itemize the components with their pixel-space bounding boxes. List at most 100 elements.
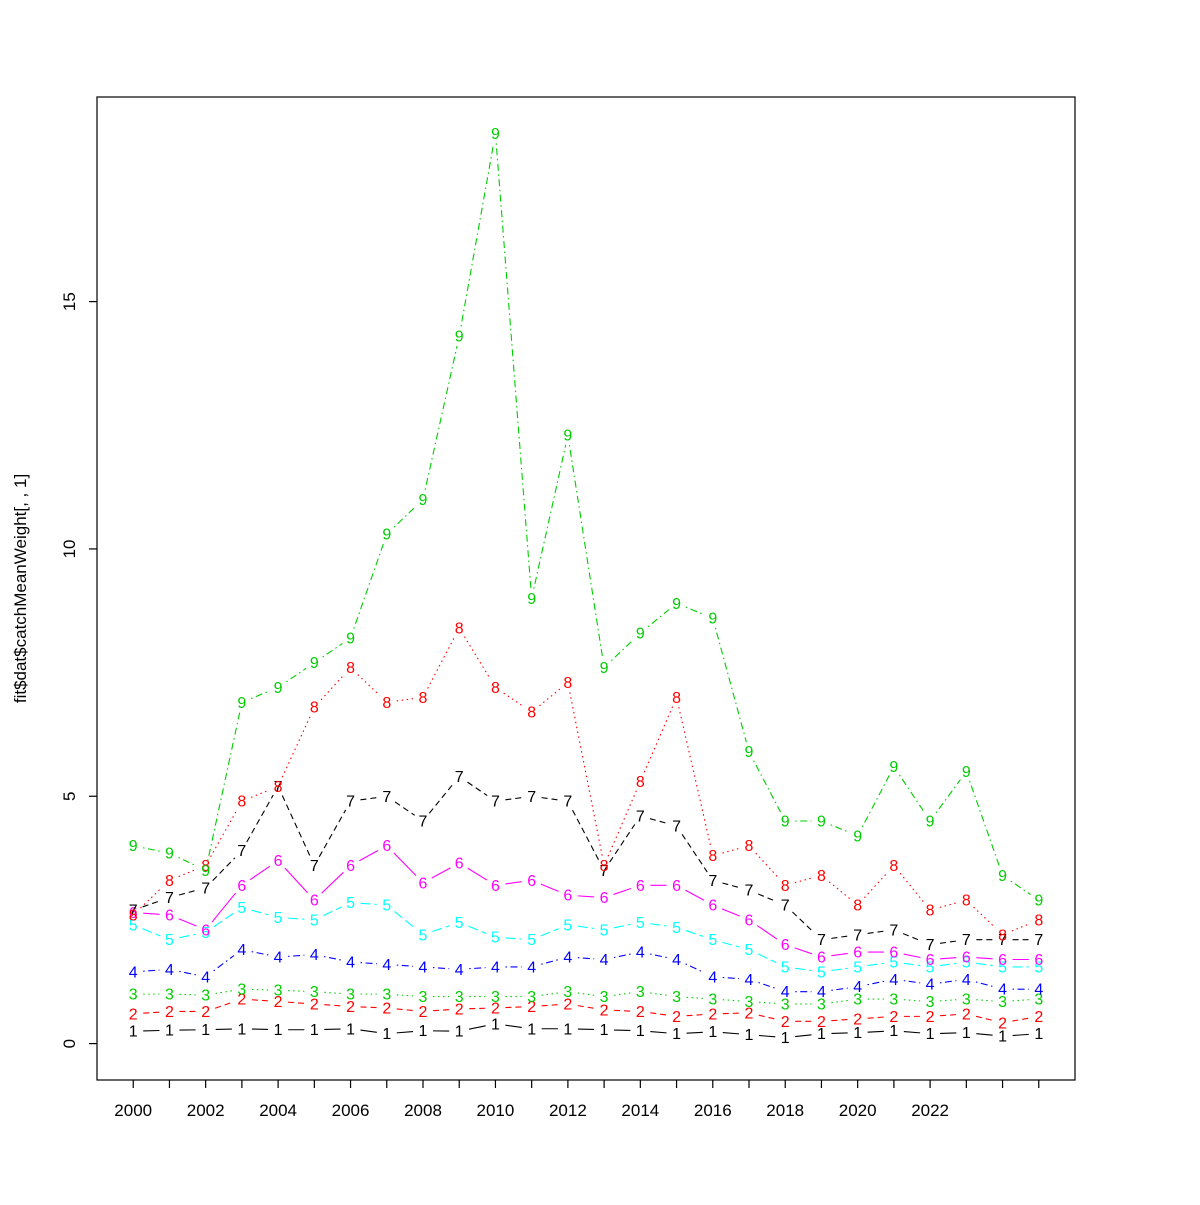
series-line-segment (758, 894, 776, 901)
x-tick-label: 2018 (766, 1101, 804, 1120)
series-line-segment (208, 712, 240, 861)
series-line-segment (970, 781, 1000, 866)
series-line-segment (686, 964, 704, 973)
series-line-segment (903, 934, 921, 941)
point-label: 8 (926, 903, 935, 920)
point-label: 6 (636, 878, 645, 895)
x-tick-label: 2022 (911, 1101, 949, 1120)
series-line-segment (252, 1000, 268, 1001)
series-line-segment (940, 958, 956, 959)
point-label: 6 (274, 853, 283, 870)
point-label: 5 (455, 915, 464, 932)
point-label: 3 (237, 982, 246, 999)
point-label: 4 (962, 972, 971, 989)
series-line-segment (534, 445, 566, 589)
point-label: 7 (962, 932, 971, 949)
point-label: 8 (636, 774, 645, 791)
point-label: 1 (455, 1024, 464, 1041)
point-label: 7 (455, 769, 464, 786)
series-line-segment (868, 931, 884, 933)
point-label: 8 (491, 680, 500, 697)
series-line-segment (394, 853, 416, 876)
series-line-segment (282, 795, 310, 856)
point-label: 5 (382, 898, 391, 915)
point-label: 8 (745, 838, 754, 855)
series-line-segment (397, 995, 413, 996)
series-line-segment (687, 997, 703, 998)
series-line-segment (467, 782, 487, 795)
point-label: 7 (1034, 932, 1043, 949)
series-line-segment (541, 884, 559, 891)
x-tick-label: 2014 (621, 1101, 659, 1120)
point-label: 4 (600, 952, 609, 969)
series-line-segment (570, 692, 602, 855)
series-line-segment (143, 913, 159, 914)
point-label: 2 (1034, 1009, 1043, 1026)
series-line-segment (496, 143, 531, 588)
point-label: 6 (926, 952, 935, 969)
series-line-segment (976, 958, 992, 959)
series-line-segment (867, 981, 884, 984)
series-line-segment (354, 544, 384, 629)
point-label: 9 (201, 863, 210, 880)
series-line-segment (214, 956, 234, 971)
point-label: 8 (889, 858, 898, 875)
series-line-segment (469, 1026, 486, 1029)
series-line-segment (831, 968, 847, 970)
point-label: 9 (491, 126, 500, 143)
point-label: 5 (672, 920, 681, 937)
series-line-segment (432, 926, 449, 932)
series-line-segment (428, 637, 455, 689)
series-line-segment (542, 798, 558, 800)
point-label: 6 (962, 950, 971, 967)
point-label: 6 (853, 945, 862, 962)
point-label: 6 (600, 890, 609, 907)
point-label: 8 (527, 705, 536, 722)
point-label: 6 (455, 856, 464, 873)
point-label: 3 (455, 989, 464, 1006)
series-line-segment (723, 1033, 739, 1034)
series-line-segment (831, 1020, 847, 1021)
point-label: 7 (563, 794, 572, 811)
series-line-segment (614, 924, 631, 927)
point-label: 9 (455, 329, 464, 346)
series-line-segment (976, 982, 993, 987)
series-line-segment (468, 926, 486, 933)
x-tick-label: 2016 (694, 1101, 732, 1120)
point-label: 4 (382, 957, 391, 974)
point-label: 7 (853, 927, 862, 944)
point-label: 1 (129, 1024, 138, 1041)
point-label: 8 (600, 858, 609, 875)
series-line-segment (288, 955, 304, 956)
series-line-segment (650, 1032, 666, 1033)
series-line-segment (143, 1012, 159, 1013)
series-line-segment (539, 689, 560, 706)
point-label: 3 (165, 987, 174, 1004)
series-line-segment (142, 929, 160, 936)
series-line-segment (432, 868, 451, 878)
point-label: 1 (672, 1026, 681, 1043)
point-label: 5 (527, 932, 536, 949)
series-line-segment (282, 716, 310, 777)
point-label: 4 (201, 969, 210, 986)
series-line-segment (322, 872, 344, 893)
point-label: 8 (165, 873, 174, 890)
series-line-segment (578, 896, 594, 897)
point-label: 9 (129, 838, 138, 855)
point-label: 8 (853, 898, 862, 915)
series-line-segment (394, 506, 416, 527)
series-line-segment (321, 675, 344, 700)
point-label: 1 (563, 1021, 572, 1038)
point-label: 2 (636, 1004, 645, 1021)
point-label: 4 (889, 972, 898, 989)
series-line-segment (395, 802, 415, 815)
series-line-segment (904, 954, 921, 957)
y-tick-label: 5 (60, 792, 79, 801)
point-label: 3 (672, 989, 681, 1006)
